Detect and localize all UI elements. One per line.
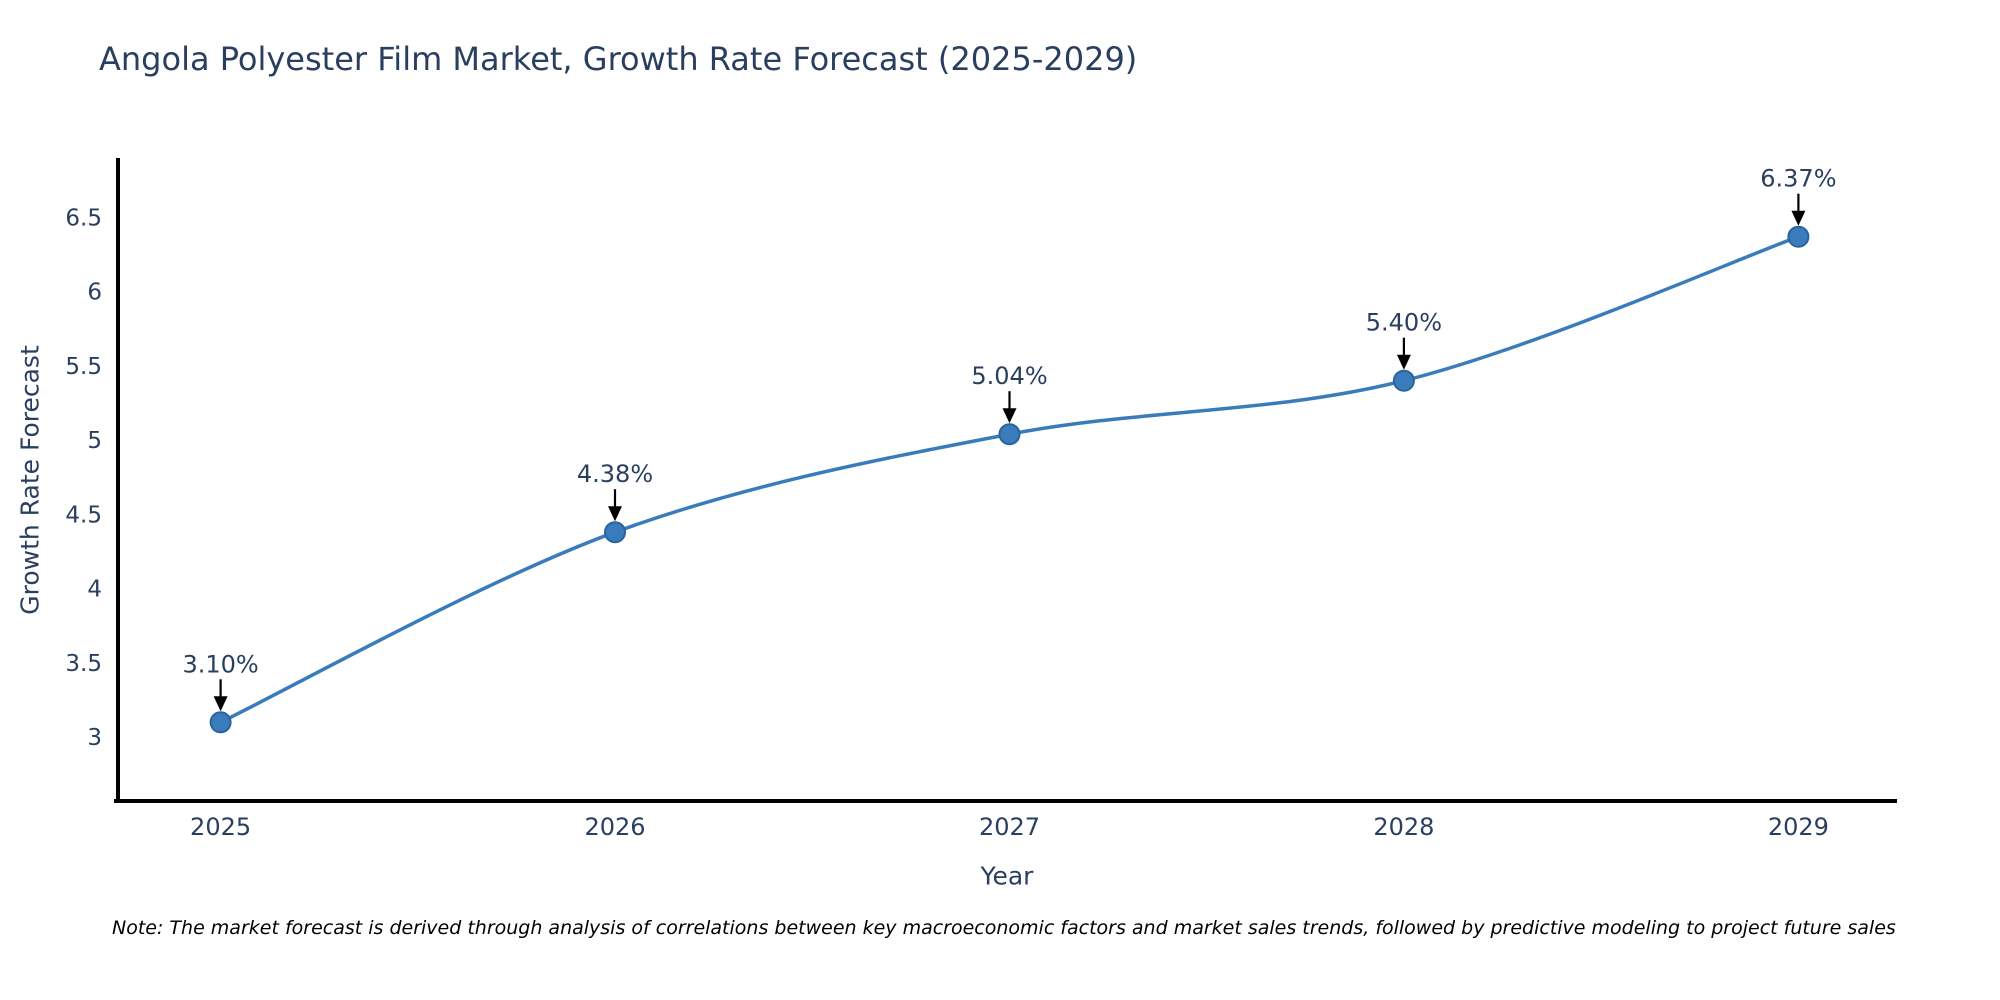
x-tick-label: 2028 [1373,813,1434,841]
x-tick-label: 2029 [1768,813,1829,841]
x-tick-label: 2026 [584,813,645,841]
annotation-arrowhead [608,506,622,522]
data-point-marker[interactable] [998,423,1021,446]
data-point-marker[interactable] [209,711,232,734]
x-tick-label: 2025 [190,813,251,841]
y-tick-label: 5 [87,428,102,454]
data-point-label: 5.04% [971,362,1047,390]
y-tick-label: 6 [87,280,102,306]
y-tick-label: 4 [87,577,102,603]
y-tick-label: 4.5 [65,502,102,528]
data-point-label: 3.10% [182,650,258,678]
data-point-marker[interactable] [1392,369,1415,392]
y-tick-label: 3.5 [65,651,102,677]
y-axis-title: Growth Rate Forecast [15,345,45,615]
annotation-arrowhead [1002,408,1017,424]
x-tick-label: 2027 [979,813,1040,841]
annotation-arrowhead [1791,210,1806,226]
annotation-arrowhead [1396,354,1411,370]
data-point-label: 5.40% [1366,309,1442,337]
forecast-line [218,234,1801,725]
data-point-label: 4.38% [577,460,653,488]
y-tick-label: 3 [87,725,102,751]
y-tick-label: 5.5 [65,354,102,380]
footnote: Note: The market forecast is derived thr… [112,917,1896,939]
annotation-arrowhead [213,696,228,712]
y-tick-label: 6.5 [65,205,102,231]
data-point-marker[interactable] [604,521,626,544]
data-point-label: 6.37% [1760,165,1836,193]
x-axis-title: Year [980,861,1034,891]
chart-title: Angola Polyester Film Market, Growth Rat… [99,40,1138,78]
data-point-marker[interactable] [1787,225,1810,248]
